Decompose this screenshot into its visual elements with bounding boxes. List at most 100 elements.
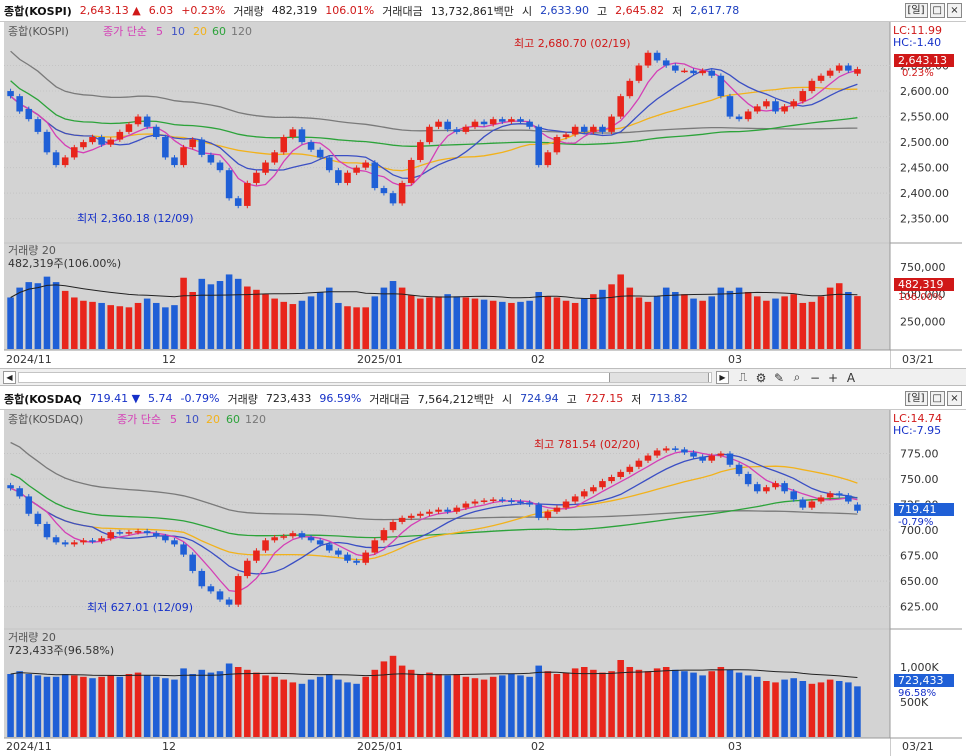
candle-body (453, 507, 461, 512)
zoom-out-icon[interactable]: − (809, 370, 821, 385)
volume-bar (380, 287, 388, 349)
volume-bar (517, 675, 524, 737)
candle-body (854, 504, 861, 511)
kospi-high: 2,645.82 (615, 4, 665, 17)
candle-body (162, 137, 169, 158)
candle-body (617, 96, 624, 117)
volume-bar (61, 290, 69, 349)
kosdaq-change: 5.74 (148, 392, 173, 405)
ma20-line (10, 86, 858, 172)
candle-body (116, 532, 124, 534)
candle-body (462, 126, 470, 132)
candle-body (717, 75, 725, 97)
candle-body (708, 455, 716, 461)
volume-bar (662, 667, 670, 737)
volume-bar (280, 301, 288, 349)
candle-body (790, 491, 797, 500)
volume-bar (835, 681, 843, 737)
period-day-button[interactable]: [일] (904, 3, 928, 18)
candle-body (89, 137, 96, 143)
kosdaq-chart[interactable]: 종합(KOSDAQ) 종가 단순 5 10 20 60 120 LC:14.74… (0, 410, 966, 756)
maximize-icon[interactable]: □ (929, 3, 945, 18)
volume-bar (271, 298, 278, 349)
volume-bar (562, 672, 570, 737)
close-icon[interactable]: × (947, 391, 962, 406)
volume-bar (817, 296, 825, 349)
candle-body (289, 129, 297, 137)
range-select-icon[interactable]: ⎍ (738, 370, 748, 384)
volume-bar (744, 675, 752, 737)
scroll-right-icon[interactable]: ▶ (716, 371, 729, 384)
ma5-line (10, 450, 858, 593)
candle-body (772, 101, 779, 112)
kosdaq-ma10-label: 10 (185, 413, 199, 426)
volume-bar (508, 674, 515, 737)
candle-body (380, 188, 388, 194)
search-icon[interactable]: ⌕ (793, 370, 801, 384)
scroll-track[interactable] (18, 372, 712, 383)
close-icon[interactable]: × (947, 3, 962, 18)
kosdaq-lc: LC:14.74 (893, 412, 942, 425)
candle-body (763, 101, 770, 107)
chart-scrollbar[interactable]: ◀ ▶ ⎍ ⚙ ✎ ⌕ − + A (0, 368, 966, 386)
kosdaq-open-label: 시 (502, 392, 513, 406)
kosdaq-ma20-label: 20 (206, 413, 220, 426)
candle-body (681, 70, 688, 73)
price-axis-label: 750.00 (900, 473, 939, 486)
volume-bar (717, 287, 725, 349)
candle-body (25, 108, 33, 120)
volume-bar (316, 291, 324, 349)
candle-body (517, 501, 524, 504)
kosdaq-current-pct-tag: -0.79% (898, 517, 933, 528)
kosdaq-low: 713.82 (649, 392, 688, 405)
volume-bar (763, 681, 770, 737)
kosdaq-ma120-label: 120 (245, 413, 266, 426)
scroll-left-icon[interactable]: ◀ (3, 371, 16, 384)
volume-bar (608, 671, 615, 737)
volume-bar (744, 291, 752, 349)
candle-body (107, 139, 115, 145)
scroll-thumb[interactable] (609, 373, 709, 382)
volume-bar (617, 274, 624, 349)
period-day-button[interactable]: [일] (904, 391, 928, 406)
volume-bar (180, 668, 187, 737)
kospi-title[interactable]: 종합(KOSPI) (4, 4, 72, 18)
up-arrow-icon: ▲ (132, 4, 141, 17)
candle-body (653, 52, 661, 61)
volume-bar (845, 291, 852, 349)
volume-axis-label: 250,000 (900, 316, 946, 329)
kospi-amount: 13,732,861백만 (430, 4, 514, 18)
candle-body (362, 552, 369, 563)
volume-bar (826, 287, 834, 349)
zoom-in-icon[interactable]: + (827, 370, 839, 385)
kosdaq-title[interactable]: 종합(KOSDAQ (4, 392, 82, 406)
volume-bar (298, 300, 306, 349)
ma60-line (10, 473, 858, 539)
kospi-volume: 482,319 (271, 4, 318, 17)
volume-bar (471, 678, 479, 737)
kospi-chart[interactable]: 종합(KOSPI) 종가 단순 5 10 20 60 120 LC:11.99 … (0, 22, 966, 368)
kosdaq-legend-name: 종합(KOSDAQ) (8, 413, 83, 426)
font-size-icon[interactable]: A (846, 370, 856, 385)
candle-body (198, 139, 206, 155)
candle-body (7, 91, 14, 97)
draw-icon[interactable]: ✎ (773, 370, 785, 385)
maximize-icon[interactable]: □ (929, 391, 945, 406)
kospi-date-label-last: 03/21 (902, 353, 934, 366)
candle-body (672, 448, 679, 450)
volume-bar (189, 674, 196, 737)
volume-bar (398, 287, 406, 349)
volume-bar (116, 676, 124, 737)
volume-bar (152, 302, 160, 349)
volume-bar (25, 282, 33, 349)
candle-body (517, 119, 524, 122)
kospi-ma10-label: 10 (171, 25, 185, 38)
volume-bar (462, 297, 470, 349)
candle-body (426, 126, 433, 143)
candle-body (708, 70, 716, 76)
settings-icon[interactable]: ⚙ (755, 370, 767, 385)
kosdaq-high-marker: 최고 781.54 (02/20) (534, 438, 640, 451)
volume-bar (508, 302, 515, 349)
volume-bar (790, 678, 797, 737)
volume-bar (362, 307, 369, 349)
